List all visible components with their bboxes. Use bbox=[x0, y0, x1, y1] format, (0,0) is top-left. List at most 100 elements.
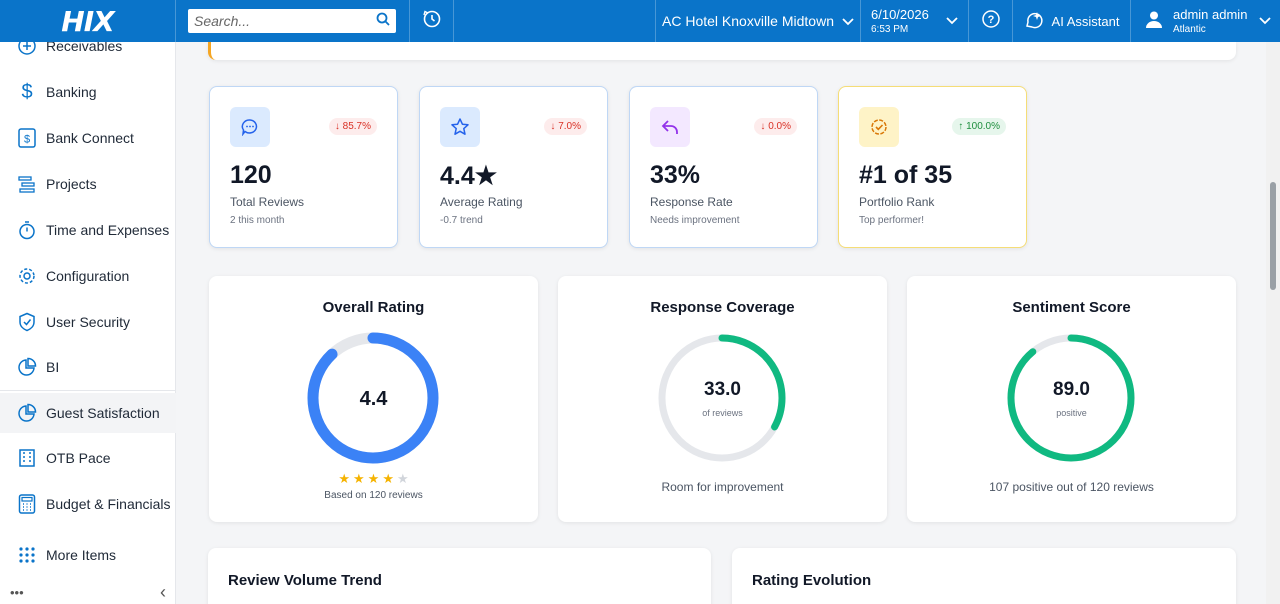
chevron-down-icon bbox=[1259, 12, 1272, 30]
sidebar-item-otb-pace[interactable]: OTB Pace bbox=[0, 438, 176, 478]
sidebar-item-label: Guest Satisfaction bbox=[46, 405, 160, 421]
stat-label: Total Reviews bbox=[230, 195, 305, 209]
gauge-ring bbox=[658, 334, 786, 462]
gear-icon bbox=[16, 265, 38, 287]
calculator-icon bbox=[16, 493, 38, 515]
building-icon bbox=[16, 447, 38, 469]
user-avatar-icon bbox=[1145, 10, 1163, 33]
sidebar: Receivables $ Banking $ Bank Connect Pro… bbox=[0, 37, 176, 604]
stat-card-portfolio-rank: ↑ 100.0% #1 of 35 Portfolio Rank Top per… bbox=[838, 86, 1027, 248]
sidebar-divider bbox=[0, 390, 176, 391]
star-icon bbox=[440, 107, 480, 147]
sidebar-item-configuration[interactable]: Configuration bbox=[0, 256, 176, 296]
help-icon: ? bbox=[981, 9, 1001, 34]
collapse-sidebar-icon[interactable]: ‹ bbox=[160, 581, 166, 602]
pie-chart-icon bbox=[16, 356, 38, 378]
user-region: Atlantic bbox=[1173, 24, 1206, 35]
more-dots-icon[interactable]: ••• bbox=[10, 584, 24, 600]
sidebar-item-label: Bank Connect bbox=[46, 130, 134, 146]
sidebar-item-projects[interactable]: Projects bbox=[0, 164, 176, 204]
date-selector[interactable]: 6/10/2026 6:53 PM bbox=[861, 0, 969, 42]
hotel-selector[interactable]: AC Hotel Knoxville Midtown bbox=[655, 0, 861, 42]
sidebar-item-label: Receivables bbox=[46, 38, 123, 54]
trend-badge: ↓ 7.0% bbox=[544, 118, 587, 135]
stat-subtext: 2 this month bbox=[230, 215, 285, 226]
stat-label: Portfolio Rank bbox=[859, 195, 935, 209]
stat-card-response-rate: ↓ 0.0% 33% Response Rate Needs improveme… bbox=[629, 86, 818, 248]
stat-card-total-reviews: ↓ 85.7% 120 Total Reviews 2 this month bbox=[209, 86, 398, 248]
gauge-subtext: positive bbox=[1056, 408, 1087, 418]
sidebar-item-guest-satisfaction[interactable]: Guest Satisfaction bbox=[0, 393, 176, 433]
app-logo[interactable]: HIX bbox=[0, 0, 176, 42]
sidebar-item-bi[interactable]: BI bbox=[0, 347, 176, 387]
top-bar: HIX AC Hotel Knoxville Midtown 6/10/2026… bbox=[0, 0, 1280, 42]
user-name: admin admin bbox=[1173, 7, 1248, 22]
gauge-value: 89.0 bbox=[1053, 379, 1090, 400]
gauge-title: Overall Rating bbox=[322, 299, 425, 316]
gauge-card-overall-rating: Overall Rating 4.4 ★ ★ ★ ★ ★ Based on 120 re… bbox=[209, 276, 538, 522]
gauge-ring bbox=[307, 332, 439, 464]
gauge-progress-arc bbox=[307, 332, 439, 464]
sidebar-item-budget-financials[interactable]: Budget & Financials bbox=[0, 484, 176, 524]
badge-check-icon bbox=[859, 107, 899, 147]
sidebar-item-more-items[interactable]: More Items bbox=[0, 535, 176, 575]
review-volume-trend-card: Review Volume Trend bbox=[208, 548, 711, 604]
sidebar-item-label: Projects bbox=[46, 176, 97, 192]
gauge-value: 4.4 bbox=[359, 388, 388, 410]
star-icon: ★ bbox=[353, 471, 365, 486]
gauge-footer: 107 positive out of 120 reviews bbox=[989, 480, 1154, 494]
chevron-down-icon bbox=[946, 12, 958, 30]
search-input[interactable] bbox=[194, 13, 376, 29]
star-icon: ★ bbox=[382, 471, 394, 486]
sidebar-item-banking[interactable]: $ Banking bbox=[0, 72, 176, 112]
bank-connect-icon: $ bbox=[16, 127, 38, 149]
pie-chart-icon bbox=[16, 402, 38, 424]
history-button[interactable] bbox=[410, 0, 454, 42]
scrollbar-thumb[interactable] bbox=[1270, 182, 1276, 290]
ai-assistant-button[interactable]: AI Assistant bbox=[1013, 0, 1131, 42]
gauge-subtext: of reviews bbox=[702, 408, 743, 418]
page-scrollbar[interactable] bbox=[1266, 42, 1280, 604]
gauge-footer: Based on 120 reviews bbox=[324, 490, 423, 501]
stat-label: Response Rate bbox=[650, 195, 733, 209]
reply-icon bbox=[650, 107, 690, 147]
sidebar-item-receivables[interactable]: Receivables bbox=[0, 26, 176, 66]
gauge-title: Sentiment Score bbox=[1012, 299, 1131, 316]
sidebar-item-user-security[interactable]: User Security bbox=[0, 302, 176, 342]
gauge-footer: Room for improvement bbox=[661, 480, 784, 494]
trend-badge: ↑ 100.0% bbox=[952, 118, 1006, 135]
stopwatch-icon bbox=[16, 219, 38, 241]
review-volume-trend-title: Review Volume Trend bbox=[228, 572, 382, 589]
gauge-card-response-coverage: Response Coverage 33.0 of reviews Room f… bbox=[558, 276, 887, 522]
gauge-ring bbox=[1007, 334, 1135, 462]
help-button[interactable]: ? bbox=[969, 0, 1013, 42]
trend-badge: ↓ 85.7% bbox=[328, 118, 377, 135]
current-date: 6/10/2026 bbox=[871, 7, 929, 22]
gauge-progress-arc bbox=[658, 334, 786, 462]
current-time: 6:53 PM bbox=[871, 24, 909, 35]
stat-subtext: Needs improvement bbox=[650, 215, 740, 226]
alert-card bbox=[208, 42, 1236, 60]
stat-value: 120 bbox=[230, 161, 272, 189]
sidebar-item-label: OTB Pace bbox=[46, 450, 111, 466]
sidebar-footer: ••• ‹ bbox=[0, 580, 176, 604]
search-icon[interactable] bbox=[376, 12, 390, 31]
chat-icon bbox=[230, 107, 270, 147]
sidebar-item-label: Banking bbox=[46, 84, 97, 100]
sidebar-item-bank-connect[interactable]: $ Bank Connect bbox=[0, 118, 176, 158]
grid-dots-icon bbox=[16, 544, 38, 566]
chevron-down-icon bbox=[842, 13, 854, 29]
sidebar-item-time-and-expenses[interactable]: Time and Expenses bbox=[0, 210, 176, 250]
logo-text: HIX bbox=[61, 4, 114, 38]
star-icon: ★ bbox=[367, 471, 380, 486]
sidebar-item-label: More Items bbox=[46, 547, 117, 563]
sidebar-item-label: Time and Expenses bbox=[46, 222, 170, 238]
gauge-progress-arc bbox=[1007, 334, 1135, 462]
gauge-title: Response Coverage bbox=[650, 299, 795, 316]
projects-icon bbox=[16, 173, 38, 195]
user-menu[interactable]: admin admin Atlantic bbox=[1131, 0, 1278, 42]
rating-evolution-card: Rating Evolution bbox=[732, 548, 1236, 604]
svg-text:?: ? bbox=[987, 14, 994, 26]
rating-stars: ★ ★ ★ ★ ★ bbox=[209, 471, 538, 487]
dollar-icon: $ bbox=[21, 80, 33, 103]
